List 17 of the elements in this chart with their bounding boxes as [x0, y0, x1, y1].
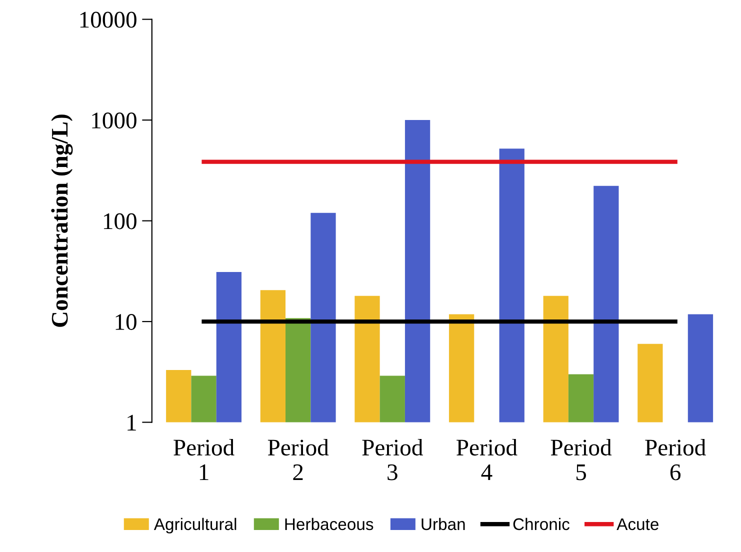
legend-label: Agricultural — [154, 518, 236, 534]
legend-label: Urban — [422, 518, 465, 530]
x-tick-label: Period 1 — [174, 438, 234, 480]
x-tick-label: Period 3 — [362, 438, 423, 480]
x-tick-label: Period 4 — [456, 438, 518, 480]
y-tick-label: 1 — [128, 414, 136, 430]
x-tick-label: Period 2 — [268, 438, 329, 480]
y-axis-title: Concentration (ng/L) — [51, 114, 73, 327]
y-tick-label: 1000 — [92, 112, 136, 128]
legend-label: Herbaceous — [285, 518, 374, 530]
x-tick-label: Period 5 — [550, 438, 612, 480]
y-tick-label: 10000 — [80, 12, 136, 28]
y-tick-label: 100 — [104, 213, 136, 230]
legend-label: Acute — [616, 518, 658, 530]
y-tick-label: 10 — [116, 314, 136, 330]
legend-label: Chronic — [513, 518, 570, 530]
x-tick-label: Period 6 — [645, 438, 706, 480]
